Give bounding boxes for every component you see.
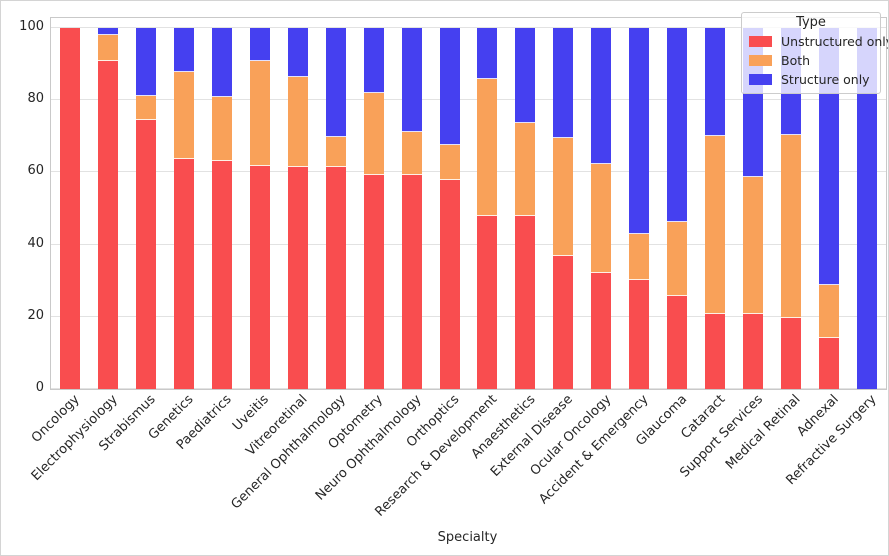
legend-entries: Unstructured only Both Structure only	[749, 34, 888, 87]
bar-segment-structure-only	[705, 28, 726, 136]
bar-segment-structure-only	[249, 28, 270, 61]
legend-title: Type	[796, 15, 826, 30]
bar-segment-unstructured-only	[325, 166, 346, 389]
bar-segment-both	[781, 134, 802, 318]
bar-segment-structure-only	[857, 28, 878, 389]
bar-segment-structure-only	[211, 28, 232, 97]
bar-segment-both	[553, 137, 574, 257]
bar-segment-both	[363, 93, 384, 175]
bar-segment-structure-only	[401, 28, 422, 132]
bar-segment-both	[211, 96, 232, 161]
bar-segment-both	[477, 79, 498, 216]
bar-segment-unstructured-only	[401, 174, 422, 389]
bar-segment-both	[325, 137, 346, 167]
bar-segment-structure-only	[477, 28, 498, 80]
gridline-y-100	[51, 27, 886, 28]
legend-entry: Structure only	[749, 72, 873, 87]
bar-segment-both	[629, 234, 650, 281]
bar-segment-structure-only	[591, 28, 612, 164]
bar-segment-both	[439, 144, 460, 180]
y-tick-label-20: 20	[27, 307, 44, 323]
bar-segment-structure-only	[439, 28, 460, 145]
bar-segment-unstructured-only	[515, 216, 536, 389]
bar-segment-both	[743, 177, 764, 314]
gridline-y-20	[51, 315, 886, 317]
bar-segment-unstructured-only	[135, 120, 156, 389]
y-tick-label-100: 100	[19, 19, 44, 34]
bar-segment-both	[173, 72, 194, 159]
bar-segment-both	[135, 95, 156, 121]
bar-segment-unstructured-only	[553, 256, 574, 389]
bar-segment-unstructured-only	[591, 273, 612, 389]
bar-segment-structure-only	[553, 28, 574, 138]
bar-segment-structure-only	[135, 28, 156, 96]
gridline-y-40	[51, 243, 886, 245]
bar-segment-unstructured-only	[667, 295, 688, 389]
legend-swatch-structure-only	[749, 74, 772, 85]
legend-entry: Both	[749, 53, 873, 68]
legend-label: Structure only	[781, 72, 870, 87]
bar-segment-unstructured-only	[173, 158, 194, 389]
bar-segment-both	[667, 221, 688, 296]
y-tick-label-0: 0	[35, 380, 44, 395]
bar-segment-both	[97, 35, 118, 61]
bar-segment-both	[591, 163, 612, 274]
gridline-y-0	[51, 388, 886, 389]
bar-segment-both	[249, 60, 270, 166]
bar-segment-unstructured-only	[211, 160, 232, 389]
y-tick-label-80: 80	[27, 91, 44, 107]
bar-segment-structure-only	[173, 28, 194, 73]
bar-segment-unstructured-only	[363, 174, 384, 389]
bar-segment-unstructured-only	[59, 28, 80, 389]
bar-segment-unstructured-only	[249, 165, 270, 389]
legend-swatch-both	[749, 55, 772, 66]
legend-label: Both	[781, 53, 811, 68]
bar-segment-unstructured-only	[97, 60, 118, 389]
bar-segment-structure-only	[97, 28, 118, 36]
bar-segment-unstructured-only	[629, 280, 650, 389]
x-axis-title: Specialty	[437, 530, 498, 545]
bar-segment-unstructured-only	[287, 166, 308, 389]
bar-segment-both	[515, 123, 536, 217]
bar-segment-unstructured-only	[743, 313, 764, 389]
legend-label: Unstructured only	[781, 34, 889, 49]
y-tick-label-60: 60	[27, 163, 44, 179]
bar-segment-structure-only	[515, 28, 536, 124]
bar-segment-unstructured-only	[477, 215, 498, 389]
gridline-y-80	[51, 99, 886, 101]
bar-segment-unstructured-only	[781, 317, 802, 389]
bar-segment-structure-only	[629, 28, 650, 235]
bar-segment-structure-only	[287, 28, 308, 78]
bar-segment-structure-only	[325, 28, 346, 138]
legend: Type Unstructured only Both Structure only	[741, 12, 888, 94]
bar-segment-unstructured-only	[705, 313, 726, 389]
gridline-y-60	[51, 171, 886, 173]
bar-segment-both	[401, 131, 422, 175]
bar-segment-structure-only	[363, 28, 384, 94]
bar-segment-unstructured-only	[819, 338, 840, 389]
bar-segment-structure-only	[667, 28, 688, 222]
bar-segment-both	[819, 285, 840, 339]
bar-segment-both	[705, 135, 726, 314]
bar-segment-both	[287, 77, 308, 167]
bar-segment-unstructured-only	[439, 179, 460, 389]
legend-entry: Unstructured only	[749, 34, 888, 49]
y-tick-label-40: 40	[27, 235, 44, 251]
legend-swatch-unstructured-only	[749, 36, 772, 47]
